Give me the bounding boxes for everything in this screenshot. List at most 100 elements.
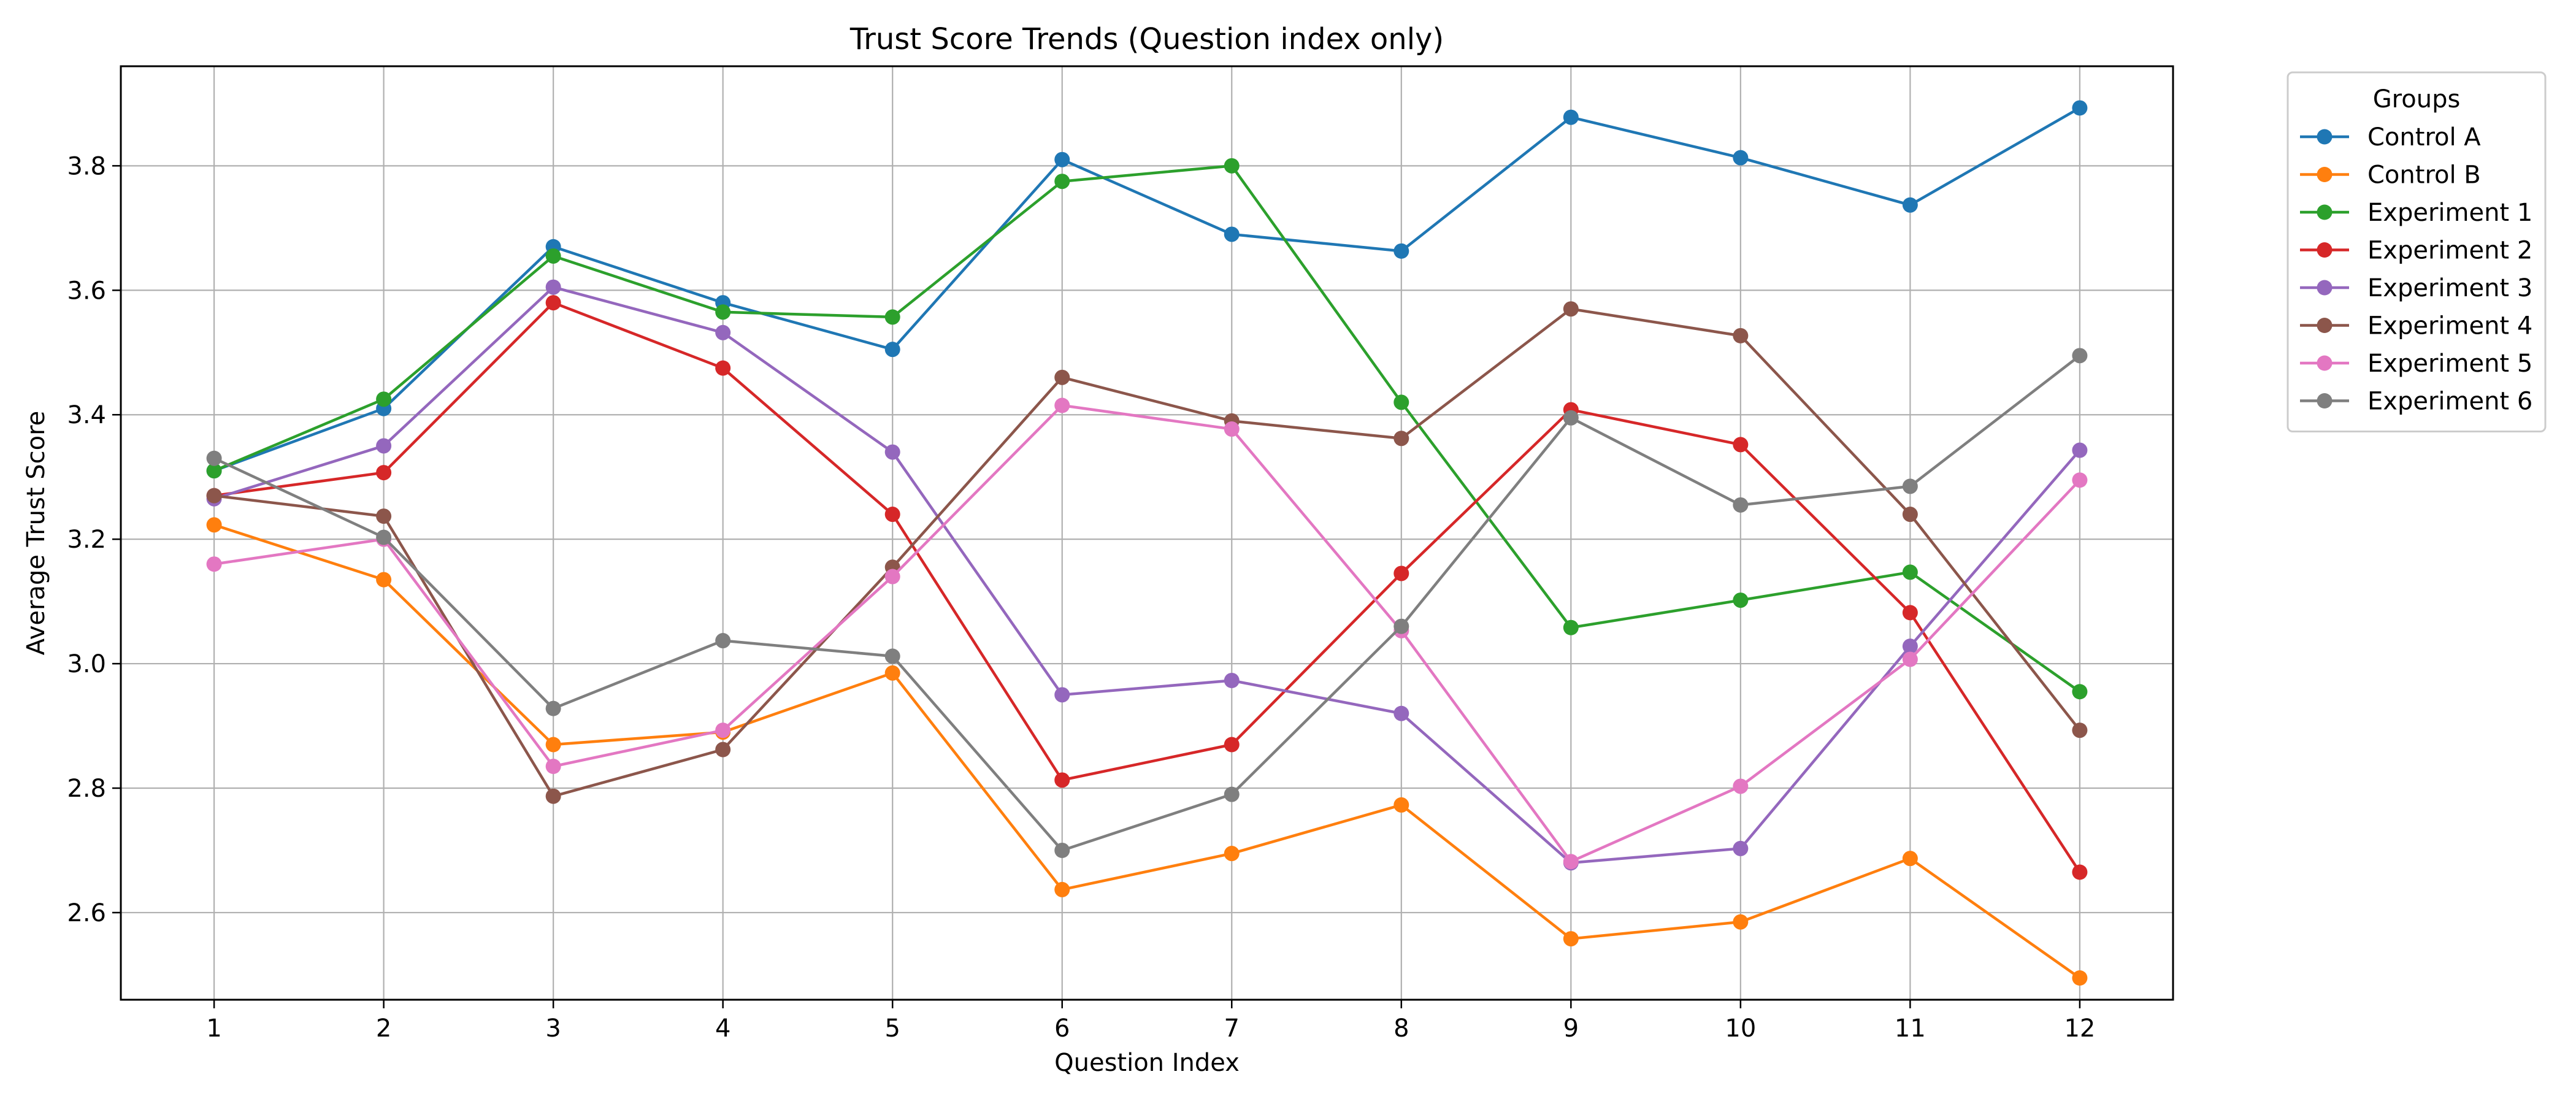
x-tick-label: 9 (1563, 1014, 1579, 1043)
series-line (213, 523, 2081, 979)
x-tick-label: 11 (1895, 1014, 1926, 1043)
data-point (1054, 151, 1070, 167)
data-point (1902, 478, 1918, 494)
x-tick-label: 12 (2064, 1014, 2095, 1043)
legend-swatch-marker (2317, 318, 2333, 333)
data-point (884, 309, 900, 325)
data-point (1902, 564, 1918, 580)
data-point (1054, 397, 1070, 413)
data-point (1733, 497, 1749, 513)
data-point (715, 742, 731, 757)
data-point (2072, 348, 2088, 364)
x-tick-label: 2 (376, 1014, 391, 1043)
data-point (1224, 226, 1240, 242)
data-point (1393, 705, 1409, 721)
data-point (715, 304, 731, 320)
series-line (213, 355, 2081, 852)
series-experiment-4 (206, 301, 2088, 804)
legend-entry: Experiment 1 (2300, 199, 2532, 227)
data-point (376, 508, 392, 524)
data-point (2072, 684, 2088, 700)
data-point (1224, 786, 1240, 802)
data-point (1902, 638, 1918, 654)
data-point (206, 463, 222, 479)
series-experiment-3 (206, 279, 2088, 871)
data-point (1054, 842, 1070, 858)
data-point (545, 295, 561, 311)
data-point (1733, 150, 1749, 166)
legend-label: Experiment 4 (2367, 312, 2532, 340)
data-point (1902, 851, 1918, 867)
data-point (545, 248, 561, 264)
x-axis-ticks: 1 2 3 4 5 6 7 8 9 10 11 12 (206, 1000, 2095, 1043)
data-point (1054, 772, 1070, 788)
data-point (1902, 605, 1918, 621)
legend-swatch-marker (2317, 242, 2333, 258)
data-point (715, 723, 731, 738)
y-axis-label: Average Trust Score (22, 411, 50, 656)
grid-lines (121, 66, 2173, 1000)
legend-label: Experiment 2 (2367, 237, 2532, 265)
data-point (1563, 301, 1579, 317)
series-line (213, 285, 2081, 865)
data-point (206, 450, 222, 466)
data-point (1393, 394, 1409, 410)
series-line (213, 164, 2081, 693)
data-point (2072, 723, 2088, 738)
legend-entry: Experiment 5 (2300, 350, 2532, 378)
legend-entry: Experiment 3 (2300, 274, 2532, 302)
data-point (1563, 931, 1579, 947)
legend-label: Control A (2367, 123, 2481, 151)
x-axis-label: Question Index (1054, 1049, 1240, 1077)
data-point (1393, 243, 1409, 259)
data-point (376, 391, 392, 407)
series-line (213, 307, 2081, 798)
data-point (1563, 854, 1579, 870)
x-tick-label: 4 (715, 1014, 730, 1043)
data-point (376, 438, 392, 454)
data-point (1054, 369, 1070, 385)
data-point (206, 517, 222, 533)
x-tick-label: 5 (884, 1014, 900, 1043)
legend-box (2287, 71, 2547, 432)
data-point (884, 569, 900, 585)
data-point (1902, 651, 1918, 667)
data-point (715, 324, 731, 340)
data-point (1054, 881, 1070, 897)
x-tick-label: 1 (206, 1014, 221, 1043)
series-line (213, 301, 2081, 873)
data-point (1563, 410, 1579, 426)
data-point (1393, 618, 1409, 634)
plot-frame (120, 65, 2174, 1001)
y-tick-label: 3.6 (67, 277, 106, 305)
y-tick-label: 2.8 (67, 775, 106, 803)
data-point (1733, 592, 1749, 608)
y-axis-ticks: 2.6 2.8 3.0 3.2 3.4 3.6 3.8 (67, 152, 121, 927)
x-tick-label: 3 (545, 1014, 561, 1043)
legend-label: Experiment 5 (2367, 350, 2532, 378)
data-point (1733, 840, 1749, 856)
data-point (1902, 197, 1918, 213)
data-point (545, 700, 561, 716)
legend-entry: Experiment 4 (2300, 312, 2532, 340)
data-point (884, 444, 900, 460)
legend-swatch-marker (2317, 355, 2333, 371)
series-experiment-1 (206, 158, 2088, 700)
data-point (1393, 565, 1409, 581)
data-point (1224, 737, 1240, 753)
data-point (1733, 914, 1749, 930)
data-point (884, 665, 900, 681)
data-point (2072, 472, 2088, 488)
data-point (2072, 864, 2088, 880)
data-point (376, 465, 392, 481)
y-tick-label: 3.8 (67, 152, 106, 180)
legend-entry: Experiment 6 (2300, 388, 2532, 416)
data-point (206, 556, 222, 572)
data-point (1733, 328, 1749, 343)
legend-label: Experiment 6 (2367, 388, 2532, 416)
data-point (715, 633, 731, 649)
data-point (376, 529, 392, 545)
